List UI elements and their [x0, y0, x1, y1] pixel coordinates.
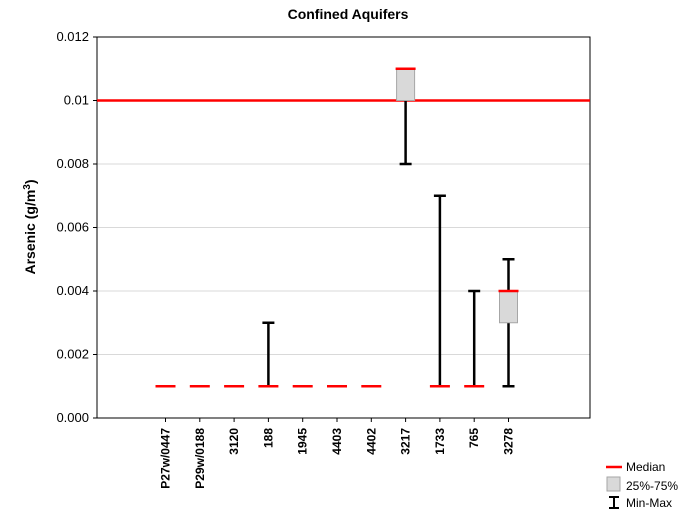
x-tick-label: 4402	[364, 428, 378, 455]
box-188	[258, 321, 279, 388]
x-tick-label: P29w/0188	[193, 428, 207, 489]
x-tick-label: 4403	[330, 428, 344, 455]
y-axis: 0.000 0.002 0.004 0.006 0.008 0.01 0.012	[56, 29, 97, 425]
x-axis: P27w/0447 P29w/0188 3120 188 1945 4403 4402 321…	[159, 418, 516, 489]
box-1733	[429, 194, 450, 388]
x-tick-label: 765	[467, 428, 481, 448]
y-axis-label: Arsenic (g/m3)	[22, 179, 38, 274]
y-tick-label: 0.012	[56, 29, 89, 44]
legend: Median 25%-75% Min-Max	[606, 460, 678, 510]
y-tick-label: 0.000	[56, 410, 89, 425]
box-765	[464, 289, 485, 388]
y-tick-label: 0.01	[64, 93, 89, 108]
x-tick-label: 1733	[433, 428, 447, 455]
box-iqr	[499, 290, 518, 324]
x-tick-label: 188	[261, 428, 275, 448]
legend-box-label: 25%-75%	[626, 479, 678, 493]
legend-minmax-label: Min-Max	[626, 496, 672, 510]
legend-minmax-swatch	[609, 496, 619, 509]
y-tick-label: 0.004	[56, 283, 89, 298]
x-tick-label: P27w/0447	[159, 428, 173, 489]
box-series	[155, 67, 519, 388]
box-iqr	[396, 68, 416, 101]
y-tick-label: 0.002	[56, 347, 89, 362]
y-tick-label: 0.008	[56, 156, 89, 171]
x-tick-label: 3217	[399, 428, 413, 455]
x-tick-label: 3278	[502, 428, 516, 455]
legend-median-label: Median	[626, 460, 665, 474]
x-tick-label: 3120	[227, 428, 241, 455]
chart-title: Confined Aquifers	[288, 6, 409, 22]
y-tick-label: 0.006	[56, 220, 89, 235]
x-tick-label: 1945	[296, 428, 310, 455]
box-3278	[498, 258, 519, 388]
box-3217	[395, 67, 416, 166]
legend-box-swatch	[606, 476, 621, 492]
